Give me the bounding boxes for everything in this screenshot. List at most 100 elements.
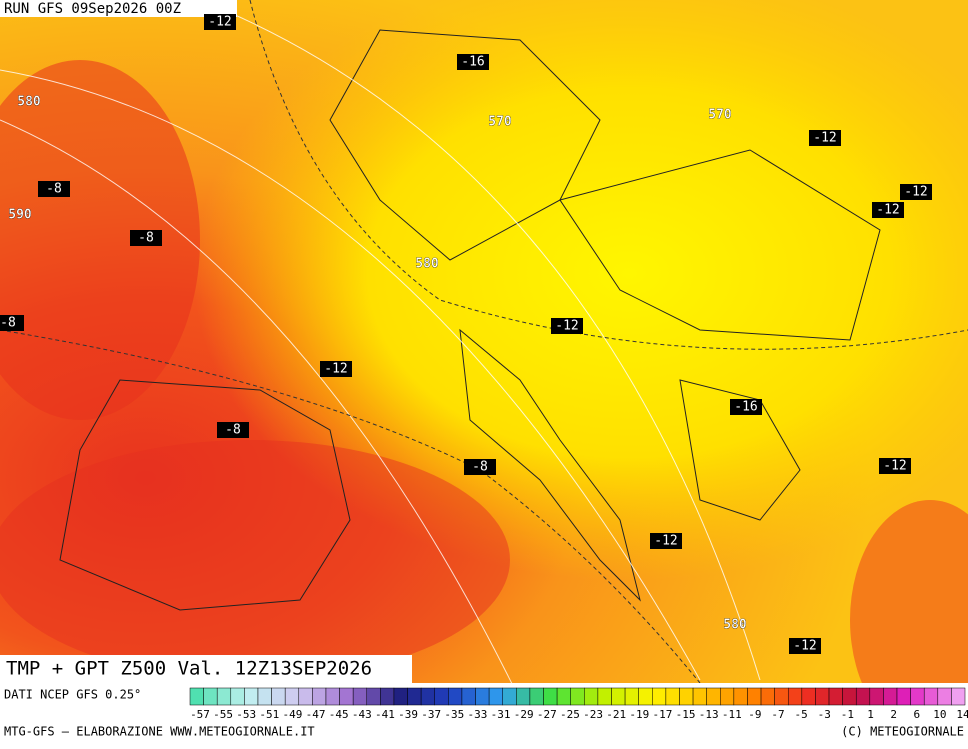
colorbar-swatch bbox=[815, 687, 830, 706]
label-box bbox=[130, 230, 162, 246]
colorbar-tick-label: -25 bbox=[560, 708, 580, 721]
colorbar-swatch bbox=[624, 687, 639, 706]
colorbar-swatch bbox=[733, 687, 748, 706]
data-source: DATI NCEP GFS 0.25° bbox=[4, 688, 141, 702]
colorbar-swatch bbox=[679, 687, 694, 706]
colorbar-tick-label: -33 bbox=[468, 708, 488, 721]
contour-label: -8 bbox=[225, 423, 241, 438]
contour-label: -16 bbox=[734, 400, 757, 415]
colorbar-swatch bbox=[366, 687, 381, 706]
colorbar-tick-label: 6 bbox=[913, 708, 920, 721]
colorbar-swatch bbox=[380, 687, 395, 706]
colorbar-tick-label: -51 bbox=[259, 708, 279, 721]
colorbar-swatch bbox=[747, 687, 762, 706]
colorbar-swatch bbox=[774, 687, 789, 706]
colorbar-tick-label: -31 bbox=[491, 708, 511, 721]
colorbar-tick-label: -41 bbox=[375, 708, 395, 721]
colorbar-tick-label: -11 bbox=[722, 708, 742, 721]
colorbar-swatch bbox=[461, 687, 476, 706]
contour-label: 590 bbox=[8, 208, 32, 223]
colorbar-swatch bbox=[720, 687, 735, 706]
colorbar-swatch bbox=[529, 687, 544, 706]
colorbar-swatch bbox=[298, 687, 313, 706]
colorbar-swatch bbox=[842, 687, 857, 706]
colorbar-tick-label: -7 bbox=[771, 708, 784, 721]
label-box bbox=[320, 361, 352, 377]
colorbar-swatch bbox=[584, 687, 599, 706]
contour-label: -8 bbox=[0, 316, 16, 331]
contour-label: 580 bbox=[17, 95, 41, 110]
contour-label: -12 bbox=[324, 362, 347, 377]
contour-label: -12 bbox=[208, 15, 231, 30]
contour-label: -12 bbox=[876, 203, 899, 218]
colorbar-tick-label: -47 bbox=[306, 708, 326, 721]
colorbar-swatch bbox=[420, 687, 435, 706]
colorbar-tick-label: -29 bbox=[514, 708, 534, 721]
label-box bbox=[809, 130, 841, 146]
colorbar-tick-label: -23 bbox=[583, 708, 603, 721]
contour-label: -8 bbox=[472, 460, 488, 475]
colorbar-tick-label: -37 bbox=[421, 708, 441, 721]
colorbar-swatch bbox=[665, 687, 680, 706]
contour-label: -8 bbox=[46, 182, 62, 197]
colorbar-tick-label: -43 bbox=[352, 708, 372, 721]
contour-label: -12 bbox=[883, 459, 906, 474]
label-box bbox=[0, 315, 24, 331]
label-box bbox=[551, 318, 583, 334]
colorbar-swatch bbox=[339, 687, 354, 706]
colorbar-swatch bbox=[570, 687, 585, 706]
colorbar-swatch bbox=[896, 687, 911, 706]
colorbar-swatch bbox=[271, 687, 286, 706]
colorbar-tick-label: -5 bbox=[795, 708, 808, 721]
colorbar-swatch bbox=[502, 687, 517, 706]
label-box bbox=[900, 184, 932, 200]
colorbar-swatch bbox=[216, 687, 232, 706]
colorbar-swatch bbox=[611, 687, 626, 706]
contour-label: -8 bbox=[138, 231, 154, 246]
colorbar-swatch bbox=[284, 687, 300, 706]
colorbar-swatch bbox=[543, 687, 558, 706]
colorbar-tick-label: 1 bbox=[867, 708, 874, 721]
colorbar-swatch bbox=[855, 687, 871, 706]
colorbar-swatch bbox=[652, 687, 667, 706]
colorbar-swatch bbox=[393, 687, 408, 706]
colorbar-tick-label: -39 bbox=[398, 708, 418, 721]
label-box bbox=[204, 14, 236, 30]
contour-label: 570 bbox=[708, 108, 732, 123]
label-box bbox=[38, 181, 70, 197]
label-box bbox=[730, 399, 762, 415]
colorbar-swatch bbox=[244, 687, 259, 706]
colorbar-swatch bbox=[448, 687, 463, 706]
colorbar-swatch bbox=[257, 687, 272, 706]
colorbar-tick-label: -9 bbox=[748, 708, 761, 721]
colorbar-swatch bbox=[352, 687, 368, 706]
colorbar-tick-label: -55 bbox=[213, 708, 233, 721]
colorbar-swatch bbox=[516, 687, 531, 706]
colorbar-swatch bbox=[230, 687, 245, 706]
label-box bbox=[872, 202, 904, 218]
map-title: TMP + GPT Z500 Val. 12Z13SEP2026 bbox=[6, 658, 372, 680]
colorbar: -57 -55 -53 -51 -49 -47 -45 -43 -41 -39 -37 -35 -33-… bbox=[189, 687, 968, 721]
colorbar-swatch bbox=[597, 687, 612, 706]
colorbar-swatch bbox=[828, 687, 843, 706]
colorbar-tick-label: -15 bbox=[676, 708, 696, 721]
colorbar-swatch bbox=[869, 687, 884, 706]
contour-label: -12 bbox=[654, 534, 677, 549]
contour-label: -12 bbox=[813, 131, 836, 146]
colorbar-tick-label: -35 bbox=[444, 708, 464, 721]
colorbar-swatch bbox=[692, 687, 707, 706]
colorbar-tick-label: -27 bbox=[537, 708, 557, 721]
colorbar-swatch bbox=[407, 687, 422, 706]
colorbar-swatch bbox=[325, 687, 340, 706]
contour-label: -12 bbox=[555, 319, 578, 334]
colorbar-swatch bbox=[883, 687, 898, 706]
colorbar-swatch bbox=[923, 687, 939, 706]
colorbar-swatch bbox=[706, 687, 721, 706]
colorbar-swatch bbox=[189, 687, 204, 706]
colorbar-swatch bbox=[312, 687, 327, 706]
colorbar-tick-label: -21 bbox=[606, 708, 626, 721]
colorbar-swatch bbox=[203, 687, 218, 706]
contour-label: -12 bbox=[904, 185, 927, 200]
colorbar-tick-label: -3 bbox=[818, 708, 831, 721]
